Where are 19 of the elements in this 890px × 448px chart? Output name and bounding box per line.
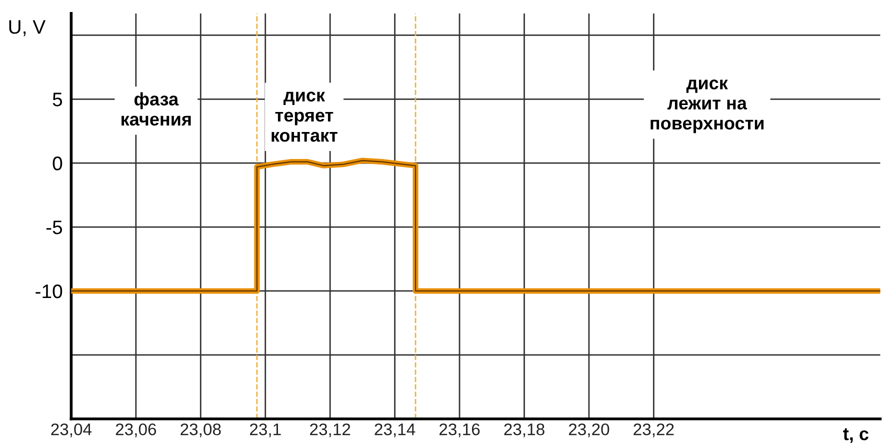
x-tick-label: 23,06 [116, 423, 156, 438]
x-tick-label: 23,1 [250, 423, 281, 438]
annotation: диск лежит на поверхности [650, 80, 764, 134]
annotation: фаза качения [122, 92, 191, 126]
y-tick-label: 0 [52, 156, 62, 170]
x-tick-label: 23,16 [440, 423, 480, 438]
x-tick-label: 23,12 [310, 423, 350, 438]
x-tick-label: 23,20 [568, 423, 610, 438]
y-axis-title: U, V [9, 20, 46, 36]
x-tick-label: 23,22 [634, 423, 674, 438]
x-axis-title: t, c [843, 428, 868, 443]
annotation: диск теряет контакт [272, 92, 338, 142]
y-tick-label: 5 [52, 92, 62, 106]
x-tick-label: 23,04 [51, 423, 92, 438]
y-tick-label: -5 [46, 220, 62, 234]
x-tick-label: 23,18 [504, 423, 544, 438]
x-tick-label: 23,14 [374, 423, 416, 438]
y-tick-label: -10 [36, 284, 62, 298]
x-tick-label: 23,08 [180, 423, 221, 438]
